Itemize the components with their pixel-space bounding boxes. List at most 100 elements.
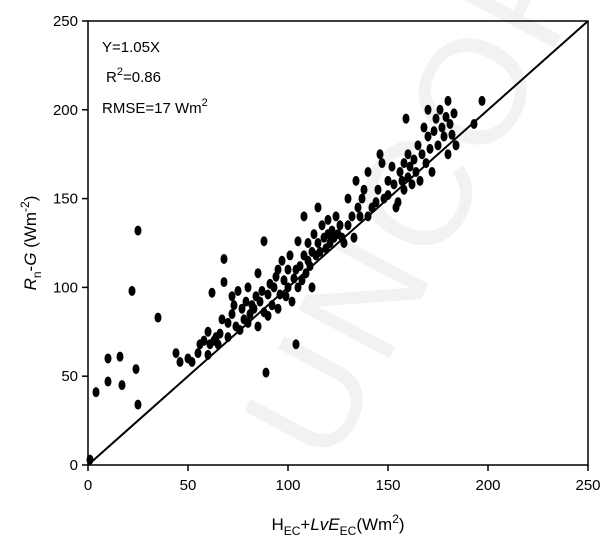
data-point (304, 238, 312, 248)
data-point (318, 220, 326, 231)
data-point (442, 111, 450, 122)
data-point (444, 149, 452, 160)
x-tick-label: 250 (575, 477, 600, 494)
data-point (208, 287, 216, 298)
data-point (448, 129, 456, 140)
data-point (446, 119, 454, 130)
data-point (390, 179, 398, 190)
x-tick-label: 150 (375, 477, 400, 494)
data-point (292, 339, 300, 350)
x-axis-ticks: 0 50 100 150 200 250 (84, 465, 601, 494)
data-point (118, 380, 126, 391)
data-point (374, 184, 382, 195)
data-point (402, 113, 410, 124)
data-point (134, 225, 142, 236)
data-point (128, 285, 136, 296)
data-point (244, 282, 252, 293)
data-point (264, 289, 272, 300)
data-point (388, 161, 396, 172)
y-tick-label: 250 (53, 13, 78, 30)
data-point (218, 314, 226, 325)
data-point (348, 211, 356, 222)
data-point (176, 356, 184, 367)
data-point (358, 193, 366, 204)
data-point (238, 303, 246, 314)
x-tick-label: 200 (475, 477, 500, 494)
data-point (228, 291, 236, 302)
data-point (194, 348, 202, 359)
data-point (344, 193, 352, 204)
data-point (200, 335, 208, 346)
data-point (188, 356, 196, 367)
data-point (172, 348, 180, 359)
data-point (408, 179, 416, 190)
x-tick-label: 100 (275, 477, 300, 494)
y-tick-label: 150 (53, 191, 78, 208)
data-point (310, 229, 318, 240)
data-point (400, 158, 408, 169)
data-point (478, 95, 486, 106)
x-tick-label: 0 (84, 477, 92, 494)
data-point (418, 149, 426, 160)
data-point (332, 211, 340, 222)
data-point (404, 149, 412, 160)
data-point (294, 236, 302, 247)
data-point (430, 126, 438, 137)
data-point (274, 264, 282, 275)
plot-frame (87, 20, 589, 466)
data-point (132, 364, 140, 375)
data-point (314, 202, 322, 213)
data-point (274, 303, 282, 314)
data-point (360, 184, 368, 195)
data-point (256, 296, 264, 307)
data-point (264, 310, 272, 321)
y-axis-label: Rn-G (Wm-2) (18, 196, 44, 291)
data-point (352, 175, 360, 186)
data-point (230, 300, 238, 311)
data-point (270, 282, 278, 293)
data-point (424, 131, 432, 142)
data-point (324, 214, 332, 225)
data-point (344, 220, 352, 231)
data-point (378, 158, 386, 169)
data-point (376, 149, 384, 160)
data-point (434, 140, 442, 151)
data-point (116, 351, 124, 362)
data-point (260, 236, 268, 247)
data-point (384, 175, 392, 186)
data-point (242, 296, 250, 307)
data-point (294, 282, 302, 293)
watermark-text: UNCORR (210, 0, 606, 485)
regression-line (87, 20, 589, 466)
data-point (316, 246, 324, 257)
data-point (432, 113, 440, 124)
data-point (216, 328, 224, 339)
y-axis-ticks: 0 50 100 150 200 250 (53, 13, 88, 474)
data-point (258, 285, 266, 296)
data-point (438, 122, 446, 133)
data-point (104, 353, 112, 364)
data-point (280, 275, 288, 286)
rmse-label: RMSE=17 Wm2 (102, 97, 208, 117)
data-point (350, 232, 358, 243)
data-point (250, 303, 258, 314)
data-point (394, 197, 402, 208)
equation-label: Y=1.05X (102, 39, 160, 56)
data-point (104, 376, 112, 387)
data-point (286, 250, 294, 261)
y-tick-label: 50 (61, 368, 78, 385)
data-point (440, 131, 448, 142)
data-point (282, 291, 290, 302)
data-point (220, 277, 228, 288)
data-point (450, 108, 458, 119)
data-point (284, 264, 292, 275)
data-point (424, 104, 432, 115)
data-point (428, 166, 436, 177)
data-point (204, 326, 212, 337)
data-point (426, 143, 434, 154)
data-point (278, 255, 286, 266)
data-point (452, 140, 460, 151)
data-point (444, 95, 452, 106)
data-point (416, 175, 424, 186)
data-point (254, 321, 262, 332)
